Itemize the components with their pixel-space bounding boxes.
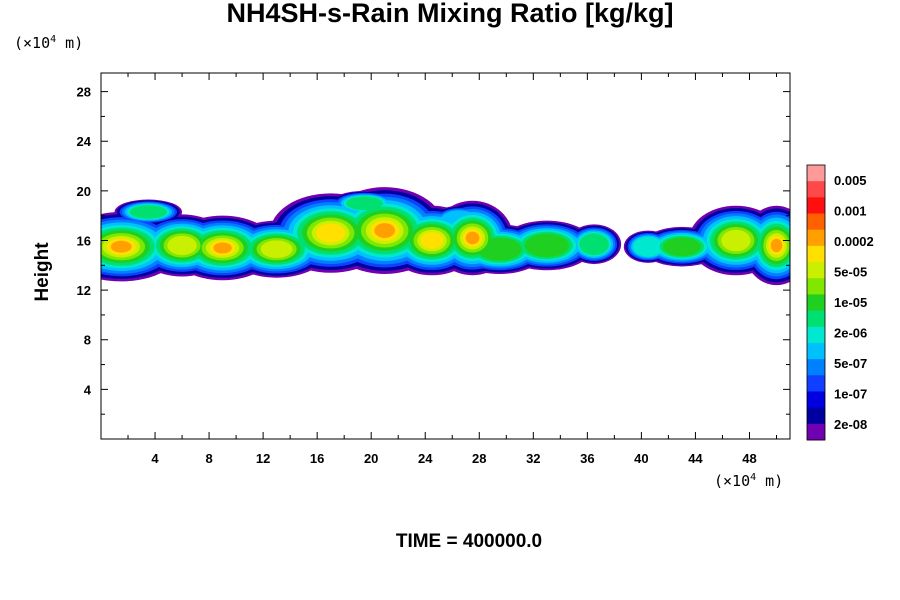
y-tick-label: 4 <box>84 382 92 397</box>
colorbar-swatch <box>807 165 825 182</box>
contour-patch <box>167 235 197 256</box>
colorbar-label: 5e-05 <box>834 265 867 280</box>
y-axis-unit: (×104 m) <box>14 34 84 52</box>
colorbar-swatch <box>807 213 825 231</box>
colorbar-swatch <box>807 197 825 214</box>
colorbar-label: 0.001 <box>834 204 867 219</box>
x-tick-label: 28 <box>472 451 486 466</box>
x-tick-label: 40 <box>634 451 648 466</box>
x-tick-label: 16 <box>310 451 324 466</box>
y-tick-label: 16 <box>77 233 91 248</box>
colorbar-label: 2e-06 <box>834 326 867 341</box>
y-tick-label: 8 <box>84 333 91 348</box>
colorbar-swatch <box>807 278 825 295</box>
plot-frame <box>100 72 791 440</box>
colorbar-swatch <box>807 245 825 263</box>
contour-patch <box>633 236 664 257</box>
contour-patch <box>662 237 701 257</box>
colorbar-label: 0.0002 <box>834 234 874 249</box>
x-tick-label: 48 <box>742 451 756 466</box>
colorbar-swatch <box>807 181 825 198</box>
contour-patch <box>721 229 751 252</box>
x-tick-label: 32 <box>526 451 540 466</box>
x-tick-label: 8 <box>205 451 212 466</box>
contour-patch <box>420 232 444 249</box>
colorbar-swatch <box>807 423 825 441</box>
colorbar-swatch <box>807 229 825 247</box>
contour-patch <box>260 240 293 259</box>
chart-title: NH4SH-s-Rain Mixing Ratio [kg/kg] <box>226 0 674 28</box>
colorbar-label: 1e-07 <box>834 387 867 402</box>
x-tick-label: 36 <box>580 451 594 466</box>
x-tick-label: 24 <box>418 451 433 466</box>
x-tick-label: 12 <box>256 451 270 466</box>
colorbar-label: 2e-08 <box>834 417 867 432</box>
contour-patch <box>345 196 384 211</box>
colorbar-swatch <box>807 294 825 311</box>
colorbar: 0.005 0.001 0.0002 5e-05 1e-05 2e-06 5e-07 1e-0… <box>806 164 874 441</box>
x-tick-label: 20 <box>364 451 378 466</box>
contour-patch <box>579 233 609 256</box>
contour-patch <box>110 240 132 253</box>
colorbar-frame <box>806 164 826 441</box>
contour-patch <box>770 238 783 253</box>
contour-level <box>110 223 783 254</box>
colorbar-swatch <box>807 326 825 344</box>
x-axis-unit: (×104 m) <box>714 472 784 490</box>
colorbar-swatch <box>807 262 825 279</box>
colorbar-swatch <box>807 375 825 392</box>
y-tick-label: 24 <box>77 134 92 149</box>
contour-patch <box>316 223 346 243</box>
y-tick-label: 28 <box>77 85 91 100</box>
contour-field <box>101 187 790 286</box>
contour-patch <box>477 237 522 261</box>
y-tick-label: 12 <box>77 283 91 298</box>
colorbar-swatch <box>807 342 825 360</box>
time-label: TIME = 400000.0 <box>395 531 543 552</box>
contour-patch <box>213 242 232 254</box>
contour-patch <box>129 205 167 219</box>
x-tick-label: 44 <box>688 451 703 466</box>
colorbar-swatch <box>807 407 825 425</box>
colorbar-label: 5e-07 <box>834 356 867 371</box>
contour-patch <box>374 223 396 238</box>
colorbar-swatch <box>807 310 825 328</box>
contour-patch <box>524 233 570 258</box>
x-tick-label: 4 <box>151 451 159 466</box>
contour-patch <box>465 231 480 245</box>
colorbar-label: 0.005 <box>834 173 867 188</box>
colorbar-swatch <box>807 359 825 376</box>
y-tick-label: 20 <box>77 184 91 199</box>
colorbar-swatch <box>807 391 825 409</box>
colorbar-label: 1e-05 <box>834 295 867 310</box>
